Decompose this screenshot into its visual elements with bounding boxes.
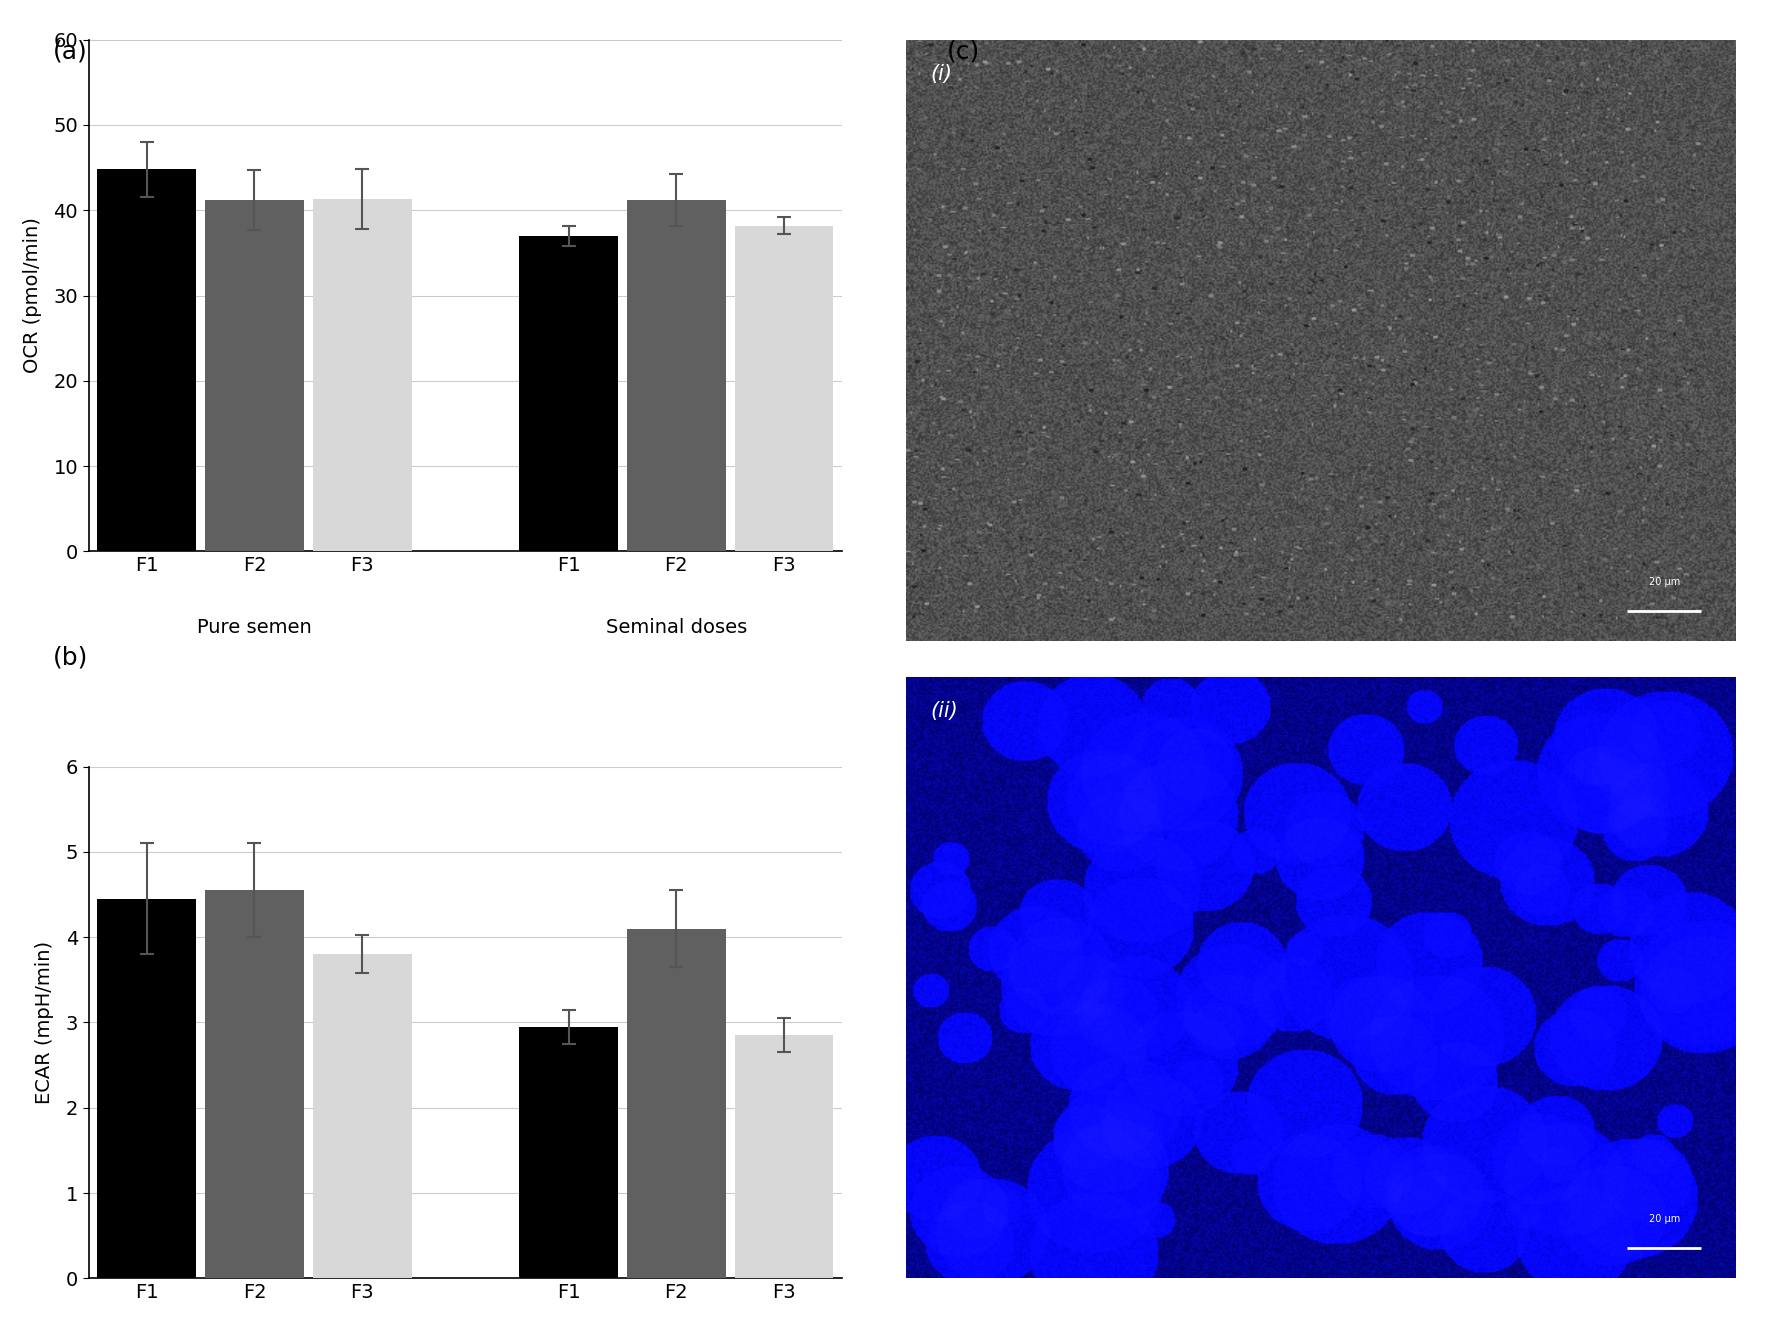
Bar [627, 200, 726, 551]
Text: (b): (b) [53, 646, 88, 670]
Text: 20 μm: 20 μm [1648, 577, 1680, 587]
Bar [97, 169, 196, 551]
Text: (a): (a) [53, 40, 88, 63]
Bar [735, 1035, 834, 1278]
Bar [519, 236, 618, 551]
Bar [735, 225, 834, 551]
Text: (c): (c) [947, 40, 981, 63]
Text: Pure semen: Pure semen [196, 618, 312, 637]
Bar [627, 929, 726, 1278]
Bar [519, 1027, 618, 1278]
Bar [313, 199, 411, 551]
Text: (i): (i) [931, 63, 952, 83]
Bar [205, 200, 304, 551]
Text: (ii): (ii) [931, 701, 958, 721]
Text: 20 μm: 20 μm [1648, 1214, 1680, 1224]
Y-axis label: ECAR (mpH/min): ECAR (mpH/min) [35, 941, 55, 1104]
Y-axis label: OCR (pmol/min): OCR (pmol/min) [23, 217, 42, 373]
Text: Seminal doses: Seminal doses [605, 618, 747, 637]
Bar [97, 899, 196, 1278]
Bar [313, 954, 411, 1278]
Bar [205, 890, 304, 1278]
